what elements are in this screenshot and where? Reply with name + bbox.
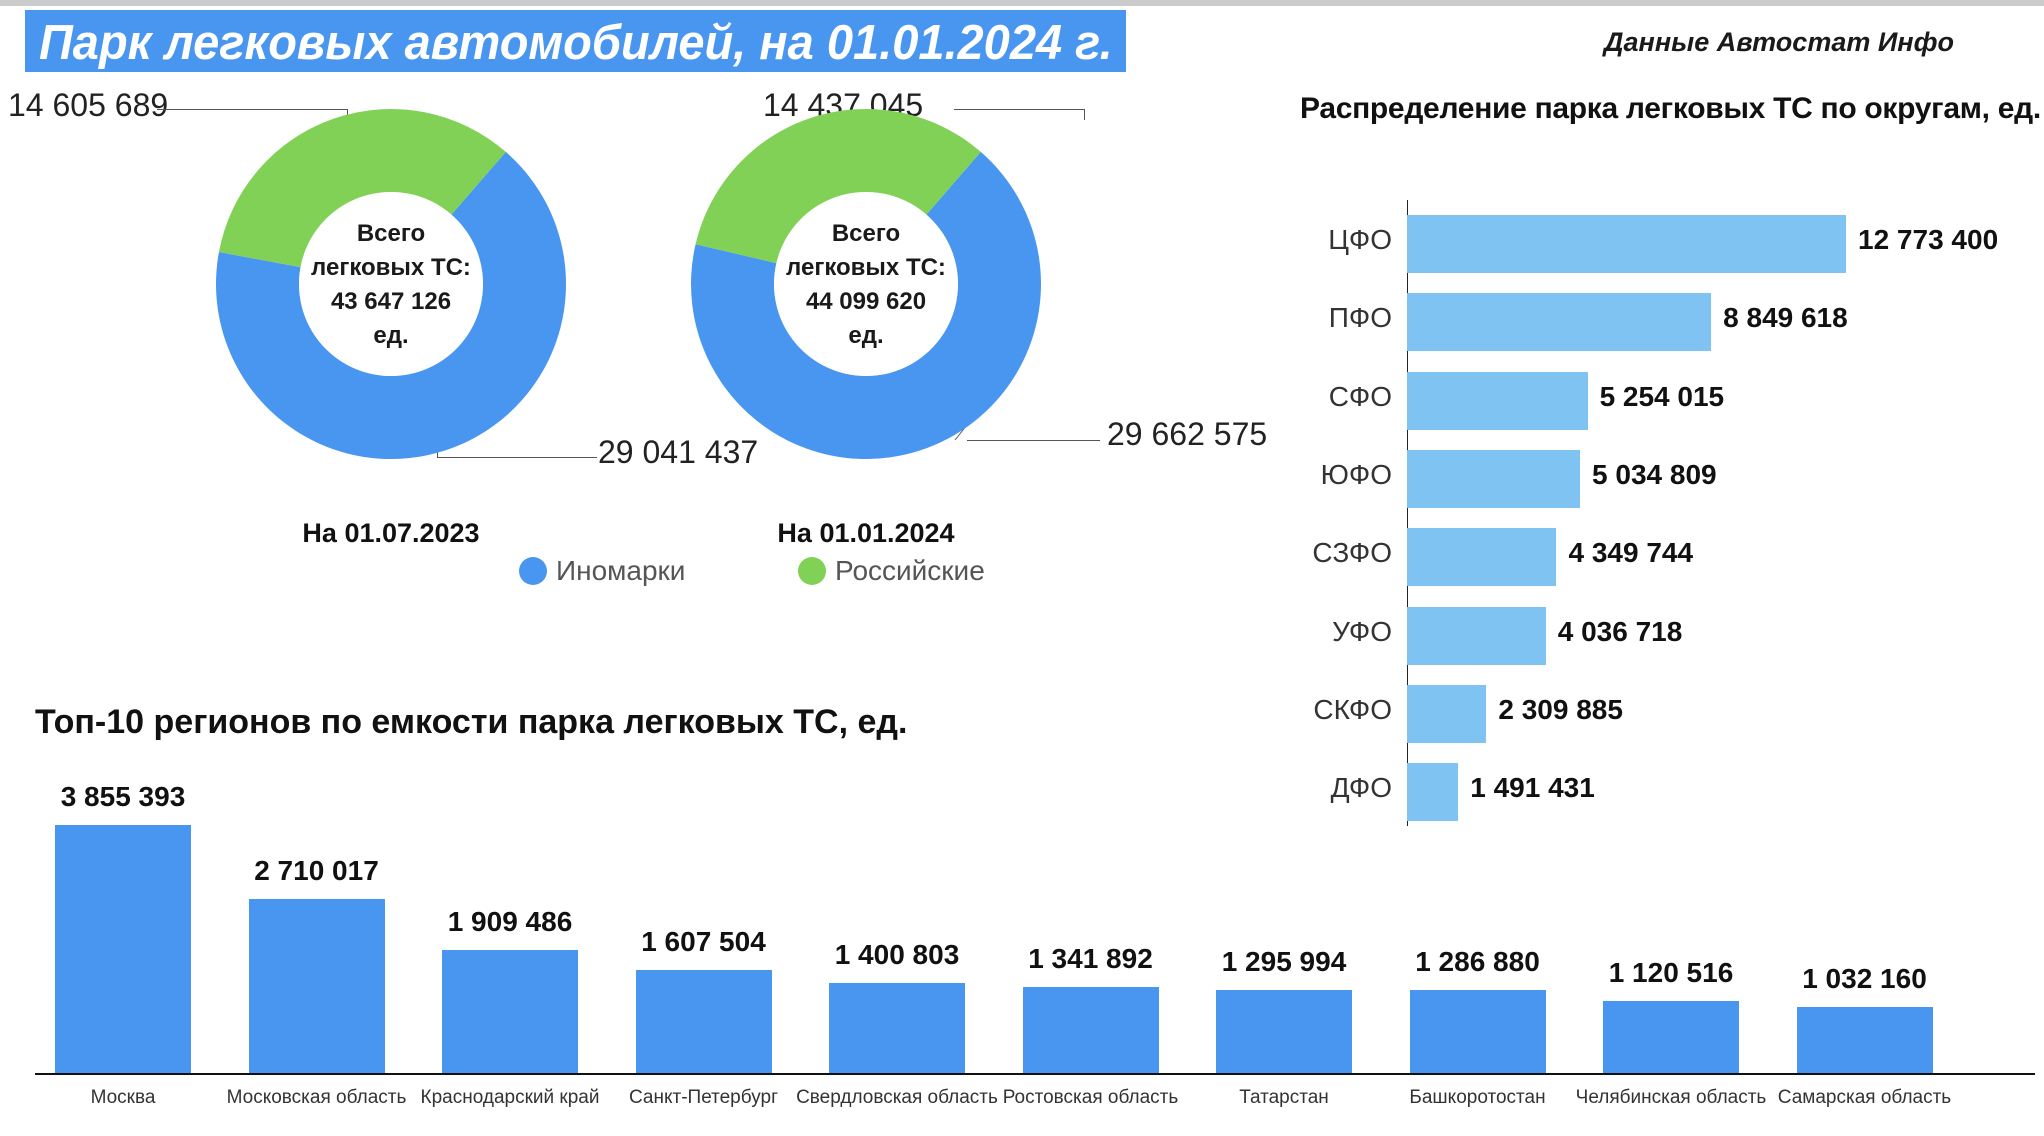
svg-text:ед.: ед.: [848, 322, 883, 349]
svg-text:легковых ТС:: легковых ТС:: [786, 254, 946, 281]
svg-text:легковых ТС:: легковых ТС:: [311, 254, 471, 281]
svg-text:ед.: ед.: [373, 322, 408, 349]
svg-text:44 099 620: 44 099 620: [806, 288, 926, 315]
svg-text:Всего: Всего: [357, 220, 425, 247]
svg-text:Всего: Всего: [832, 220, 900, 247]
svg-text:43 647 126: 43 647 126: [331, 288, 451, 315]
